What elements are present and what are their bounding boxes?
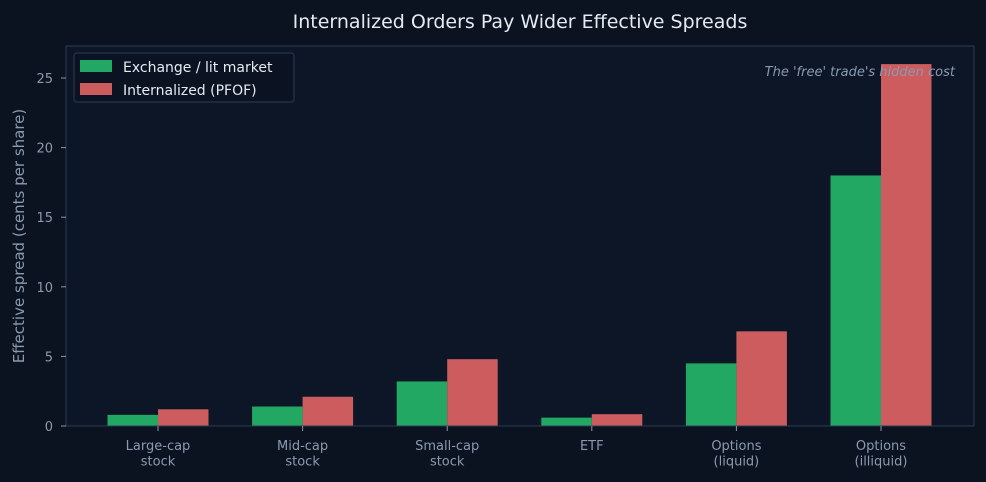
- bar-internalized-3: [591, 414, 643, 426]
- legend-swatch-exchange: [80, 60, 112, 72]
- y-tick-label: 15: [36, 211, 53, 226]
- x-tick-label: Small-cap stock: [415, 439, 479, 470]
- legend-box: [73, 52, 295, 103]
- bar-exchange-0: [107, 414, 158, 426]
- bar-internalized-5: [881, 64, 932, 426]
- plot-frame: [65, 45, 975, 427]
- bar-exchange-4: [685, 363, 737, 426]
- annotation-text: The 'free' trade's hidden cost: [765, 65, 956, 80]
- legend-label-internalized: Internalized (PFOF): [123, 83, 257, 99]
- x-tick-label: ETF: [580, 439, 604, 454]
- bar-internalized-4: [736, 331, 787, 426]
- bar-exchange-3: [541, 417, 592, 426]
- plot-area: [66, 46, 974, 426]
- bars-layer: [107, 64, 932, 426]
- bar-exchange-5: [830, 175, 881, 426]
- legend: Exchange / lit market Internalized (PFOF): [73, 52, 295, 103]
- bar-exchange-2: [396, 381, 448, 426]
- bar-internalized-1: [302, 396, 354, 426]
- x-tick-label: Mid-cap stock: [277, 439, 328, 470]
- x-tick-label: Options (illiquid): [855, 439, 908, 470]
- y-tick-label: 10: [36, 281, 53, 296]
- y-tick-label: 0: [45, 420, 53, 435]
- bar-exchange-1: [252, 406, 303, 426]
- y-tick-label: 20: [36, 142, 53, 157]
- ticks-layer: 0 5 10 15 20 25 Large-cap stock Mid-cap stock Smal…: [36, 72, 907, 469]
- y-tick-label: 25: [36, 72, 53, 87]
- x-tick-label: Options (liquid): [711, 439, 761, 470]
- legend-swatch-internalized: [80, 83, 112, 95]
- y-axis-label: Effective spread (cents per share): [10, 109, 28, 364]
- bar-internalized-2: [447, 359, 498, 426]
- y-tick-label: 5: [45, 350, 53, 365]
- bar-internalized-0: [158, 409, 209, 426]
- chart-title: Internalized Orders Pay Wider Effective …: [293, 11, 748, 33]
- legend-label-exchange: Exchange / lit market: [123, 60, 273, 76]
- x-tick-label: Large-cap stock: [126, 439, 191, 470]
- axes-layer: [65, 45, 975, 427]
